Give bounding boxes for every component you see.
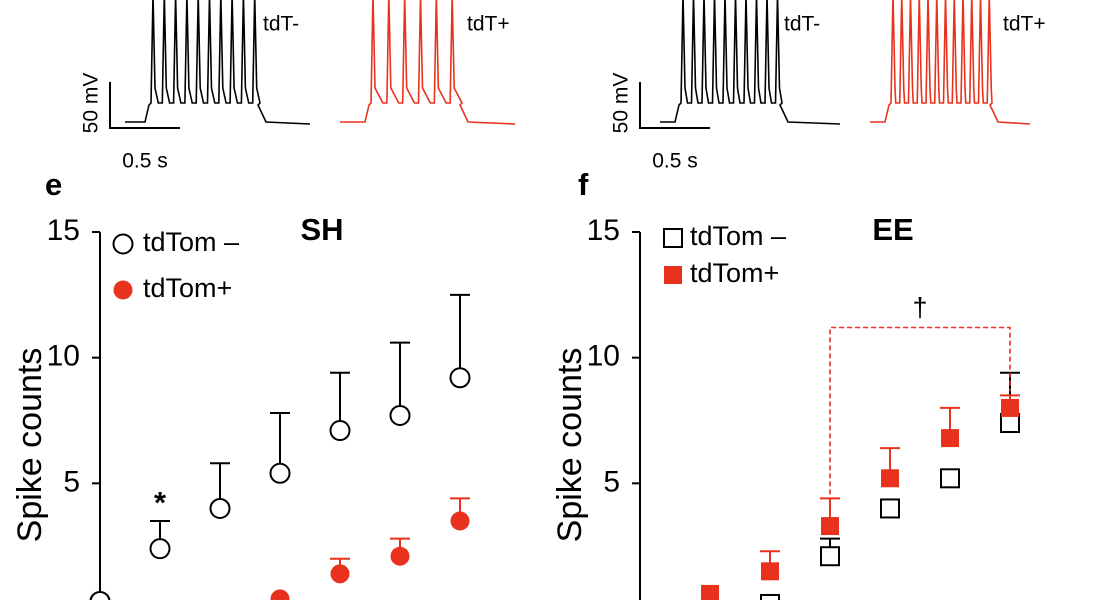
legend-label: tdTom+ [143,273,232,303]
scale-time: 0.5 s [652,150,698,173]
trace-label: tdT+ [1003,13,1046,36]
marker [821,517,839,536]
marker [940,468,960,489]
legend-label: tdTom+ [690,258,779,288]
scale-bar: 50 mV 0.5 s 50 mV 0.5 s [80,73,710,173]
legend-label: tdTom – [143,227,239,257]
marker [701,584,719,600]
marker [270,589,290,600]
scale-bar-lines [639,82,710,129]
y-tick-label: 15 [587,214,620,247]
marker [390,546,410,566]
chart-title: SH [300,212,343,247]
marker [881,469,899,488]
marker [450,511,470,531]
marker [209,497,231,519]
legend-marker [664,266,682,284]
panel-letter: e [45,167,62,202]
legend-marker [113,280,133,300]
marker [880,498,900,519]
y-tick-label: 10 [587,340,620,373]
y-axis-label: Spike counts [11,348,49,543]
significance-bracket [829,326,1011,495]
y-axis-label: Spike counts [551,348,589,543]
trace-label: tdT- [784,13,820,36]
marker [149,538,171,560]
error-bar [450,293,470,378]
panel-letter: f [578,167,589,202]
scale-voltage: 50 mV [610,73,633,134]
marker [89,590,111,600]
voltage-trace [125,0,311,125]
voltage-trace [340,0,516,125]
trace-label: tdT+ [467,13,510,36]
voltage-trace [870,0,1031,125]
marker [941,429,959,448]
trace-label: tdT- [263,13,299,36]
scale-bar-lines [109,82,180,129]
y-tick-label: 5 [63,465,80,498]
marker [389,404,411,426]
scale-voltage: 50 mV [80,73,103,134]
marker [449,367,471,389]
scale-time: 0.5 s [122,150,168,173]
annotation: * [154,485,167,520]
marker [761,562,779,581]
marker [760,593,780,600]
error-bar [390,341,410,416]
marker [1001,398,1019,417]
voltage-trace [660,0,841,125]
marker [820,546,840,567]
legend-label: tdTom – [690,221,786,251]
marker [330,564,350,584]
y-tick-label: 5 [603,465,620,498]
chart-title: EE [872,212,913,247]
legend-marker [663,228,683,248]
legend-marker [112,233,134,255]
marker [329,420,351,442]
y-tick-label: 15 [47,214,80,247]
y-tick-label: 10 [47,340,80,373]
marker [269,462,291,484]
annotation: † [912,293,927,323]
